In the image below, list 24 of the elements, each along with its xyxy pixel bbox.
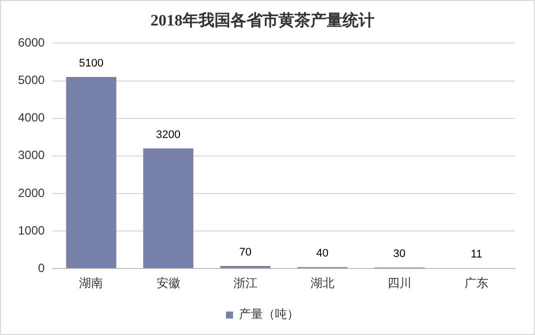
data-label: 30 (393, 248, 406, 260)
y-tick-label: 1000 (18, 223, 46, 238)
y-tick-label: 0 (38, 260, 46, 275)
data-label: 5100 (78, 58, 104, 70)
x-tick-label: 湖北 (310, 276, 334, 290)
y-tick-label: 2000 (18, 186, 46, 200)
bar (66, 77, 116, 268)
data-label: 11 (470, 248, 482, 261)
data-label: 70 (239, 246, 252, 258)
legend-label: 产量（吨） (239, 307, 299, 322)
y-tick-label: 5000 (18, 73, 46, 88)
y-tick-label: 4000 (18, 110, 46, 125)
y-tick-label: 6000 (18, 36, 46, 50)
data-label: 3200 (156, 128, 181, 141)
x-tick-label: 湖南 (79, 276, 104, 290)
data-label: 40 (316, 248, 328, 260)
bar (220, 266, 270, 268)
x-tick-label: 安徽 (156, 276, 180, 290)
bar (143, 148, 194, 268)
x-tick-label: 四川 (387, 276, 412, 290)
chart-title: 2018年我国各省市黄茶产量统计 (150, 12, 374, 30)
y-tick-label: 3000 (18, 148, 46, 162)
x-tick-label: 浙江 (233, 276, 258, 290)
x-tick-label: 广东 (464, 276, 488, 290)
